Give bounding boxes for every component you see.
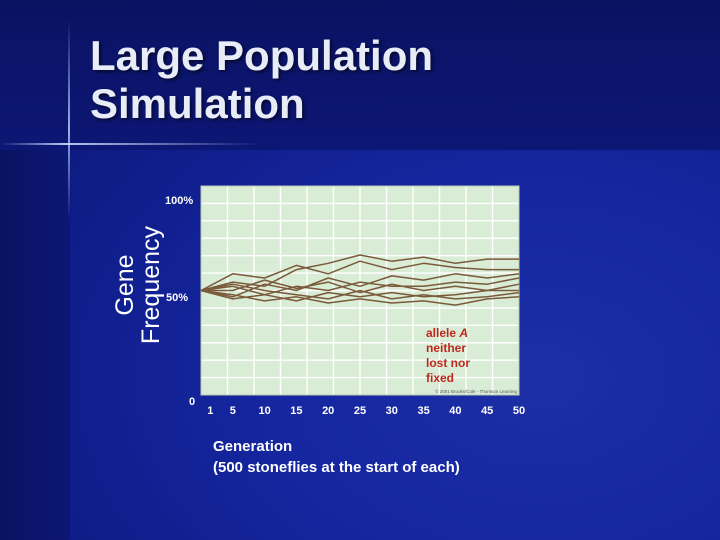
annotation-line: neither <box>426 341 466 355</box>
y-tick-label-0: 0 <box>189 396 196 408</box>
chart-grid <box>201 186 519 395</box>
x-axis-label: Generation (500 stoneflies at the start … <box>213 436 460 478</box>
series-line <box>200 289 520 306</box>
copyright-note: © 2001 Brooks/Cole - Thomson Learning <box>435 388 517 394</box>
slide-title-line: Large Population <box>90 32 434 79</box>
x-tick-label: 25 <box>354 405 366 417</box>
top-background-band <box>0 0 720 150</box>
x-tick-label: 5 <box>230 405 236 417</box>
x-tick-label: 50 <box>513 405 525 417</box>
annotation-line: allele A <box>426 326 468 340</box>
series-line <box>200 254 519 292</box>
x-tick-label: 1 <box>207 405 213 417</box>
x-tick-label: 10 <box>258 405 270 417</box>
series-lines <box>200 254 520 306</box>
y-tick-label-100: 100% <box>165 195 194 207</box>
series-line <box>200 260 519 292</box>
annotation-line: lost nor <box>426 356 470 370</box>
x-tick-labels: 1 5 10 15 20 25 30 35 40 45 50 <box>207 405 525 417</box>
series-line <box>200 283 520 300</box>
x-tick-label: 15 <box>290 405 302 417</box>
annotation-line: fixed <box>426 371 454 385</box>
series-line <box>201 279 520 294</box>
y-tick-label-50: 50% <box>166 292 189 304</box>
x-axis-label-line: Generation <box>213 438 293 455</box>
x-axis-label-line: (500 stoneflies at the start of each) <box>213 459 460 476</box>
series-line <box>200 277 520 296</box>
x-tick-label: 40 <box>449 405 461 417</box>
decorative-vertical-line <box>68 20 70 220</box>
x-tick-label: 30 <box>386 405 398 417</box>
slide-title: Large Population Simulation <box>90 32 433 128</box>
slide-title-line: Simulation <box>90 80 305 127</box>
series-line <box>200 289 519 302</box>
x-tick-label: 45 <box>481 405 493 417</box>
x-tick-label: 35 <box>417 405 429 417</box>
x-tick-label: 20 <box>322 405 334 417</box>
decorative-horizontal-line <box>0 143 260 145</box>
